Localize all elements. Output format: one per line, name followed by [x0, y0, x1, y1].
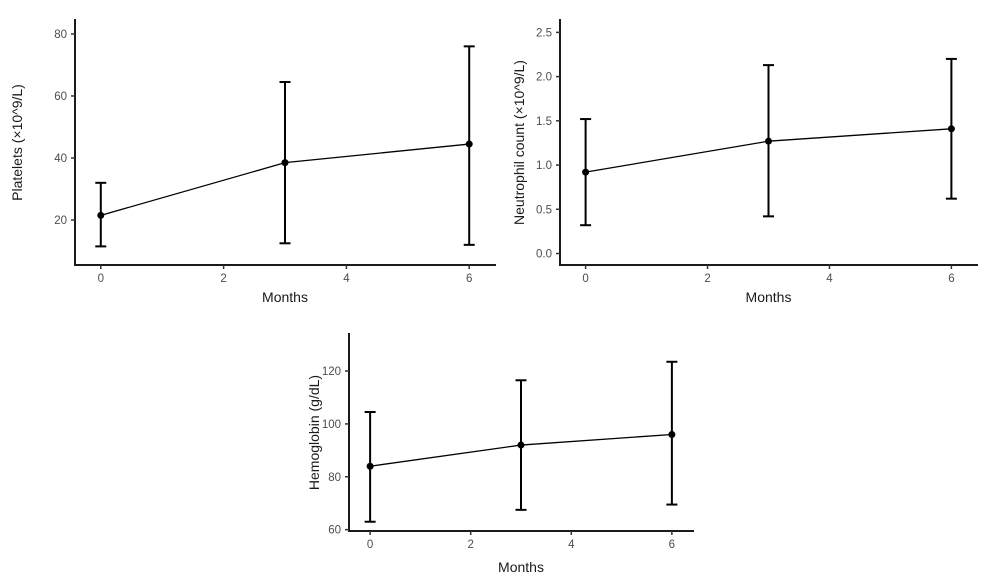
neutrophil-count-plot-svg: 0.0 0.5 1.0 1.5 2.0 2.5 0 2 4 6 — [536, 19, 978, 285]
platelets-chart: Platelets (×10^9/L) Months 20 40 60 80 0 2 4 6 — [0, 0, 505, 312]
x-tick-label: 0 — [367, 539, 373, 551]
x-tick-label: 4 — [343, 273, 350, 285]
x-tick-label: 2 — [220, 273, 226, 285]
hemoglobin-chart: Hemoglobin (g/dL) Months 60 80 100 120 0 2 4 6 — [295, 320, 755, 582]
x-tick-label: 6 — [948, 273, 954, 285]
y-tick-label: 120 — [322, 366, 341, 378]
y-tick-label: 40 — [54, 153, 67, 165]
y-tick-label: 20 — [54, 215, 67, 227]
data-point — [765, 137, 772, 145]
neutrophil-count-chart: Neutrophil count (×10^9/L) Months 0.0 0.5… — [505, 0, 1005, 312]
y-tick-label: 100 — [322, 419, 341, 431]
data-point — [465, 140, 473, 148]
data-point — [517, 441, 525, 449]
x-tick-label: 0 — [98, 273, 104, 285]
data-point — [97, 211, 105, 219]
data-point — [281, 159, 289, 167]
y-tick-label: 2.5 — [536, 27, 552, 39]
hemoglobin-x-axis-title: Months — [498, 559, 544, 575]
data-point — [366, 462, 374, 470]
x-tick-label: 6 — [466, 273, 472, 285]
x-tick-label: 6 — [669, 539, 675, 551]
data-point — [947, 125, 955, 133]
data-point — [668, 430, 676, 438]
y-tick-label: 60 — [328, 525, 341, 537]
y-tick-label: 0.5 — [536, 204, 552, 216]
y-tick-label: 1.0 — [536, 160, 552, 172]
y-tick-label: 2.0 — [536, 72, 552, 84]
x-tick-label: 0 — [582, 273, 588, 285]
neutrophil-count-x-axis-title: Months — [745, 289, 792, 305]
platelets-plot-svg: 20 40 60 80 0 2 4 6 — [54, 19, 496, 285]
x-tick-label: 2 — [704, 273, 710, 285]
x-tick-label: 4 — [826, 273, 833, 285]
data-point — [582, 168, 590, 176]
y-tick-label: 60 — [54, 91, 67, 103]
x-tick-label: 2 — [468, 539, 474, 551]
x-tick-label: 4 — [568, 539, 575, 551]
y-tick-label: 80 — [328, 472, 341, 484]
hemoglobin-plot-svg: 60 80 100 120 0 2 4 6 — [322, 333, 694, 551]
platelets-x-axis-title: Months — [262, 289, 308, 305]
y-tick-label: 80 — [54, 29, 67, 41]
y-tick-label: 1.5 — [536, 116, 552, 128]
y-tick-label: 0.0 — [536, 249, 552, 261]
